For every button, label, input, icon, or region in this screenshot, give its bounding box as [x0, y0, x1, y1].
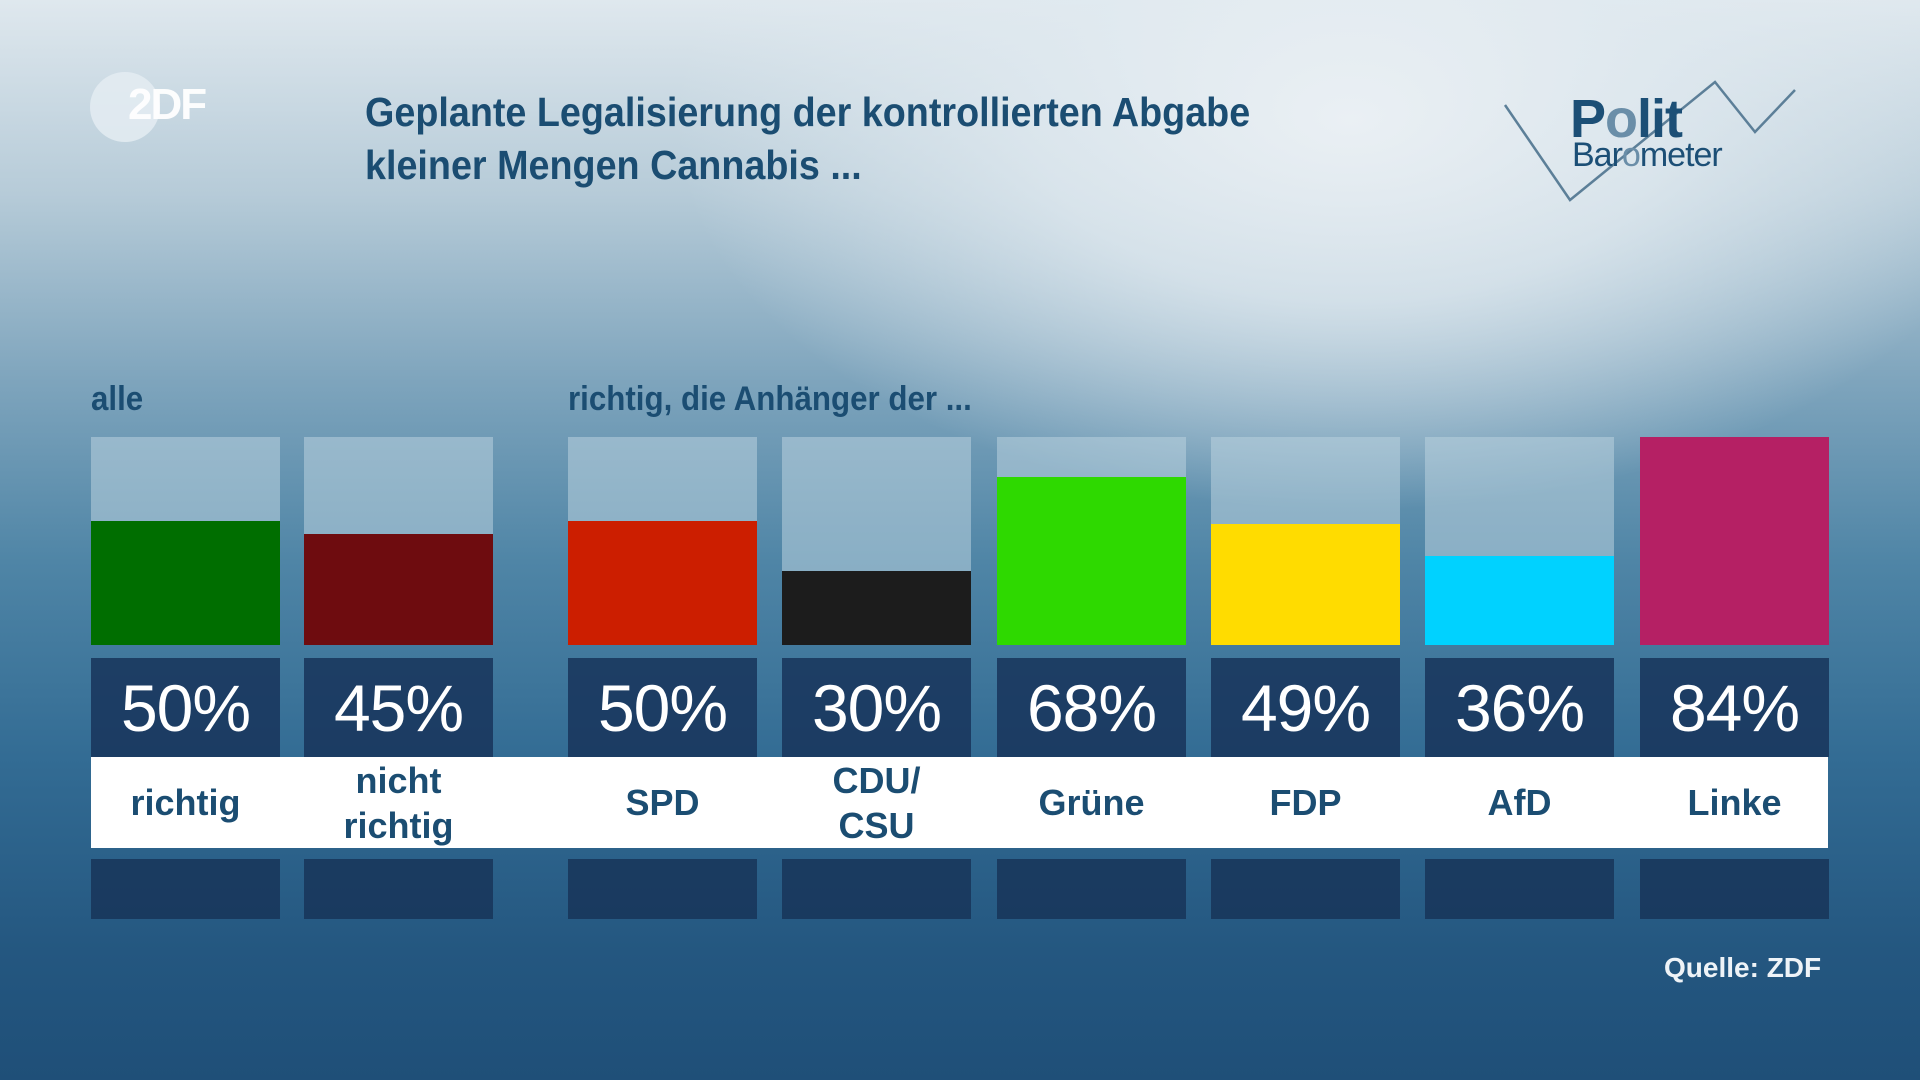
chart-title: Geplante Legalisierung der kontrollierte…	[365, 86, 1250, 192]
bar-footer-box	[91, 859, 280, 919]
category-label: nicht richtig	[304, 757, 493, 848]
bar-value-label: 45%	[304, 658, 493, 757]
category-label-line: SPD	[625, 782, 700, 823]
category-label: richtig	[91, 757, 280, 848]
bar-footer-box	[304, 859, 493, 919]
category-label-line: Linke	[1687, 782, 1782, 823]
category-label-line: nicht	[355, 759, 442, 801]
group-label-all: alle	[91, 380, 144, 418]
source-label: Quelle: ZDF	[1664, 952, 1822, 983]
zdf-logo-circle	[90, 72, 160, 142]
bar-value-label: 68%	[997, 658, 1186, 757]
barometer-word: Barometer	[1572, 136, 1723, 174]
politbarometer-logo: Polit Barometer	[1500, 70, 1810, 210]
bar-background	[1425, 437, 1614, 645]
bar-background	[1640, 437, 1829, 645]
bar	[1640, 437, 1829, 645]
bar-footer-box	[568, 859, 757, 919]
category-label-line: FDP	[1269, 782, 1342, 823]
bar	[568, 521, 757, 645]
bar-value-label: 36%	[1425, 658, 1614, 757]
bar-background	[568, 437, 757, 645]
bar-value-label: 50%	[568, 658, 757, 757]
category-label: Linke	[1640, 757, 1829, 848]
zdf-logo: 2DF	[90, 70, 230, 145]
category-label: CDU/CSU	[782, 757, 971, 848]
category-label-line: Grüne	[1038, 782, 1145, 823]
bar-footer-box	[1640, 859, 1829, 919]
category-label-band	[91, 757, 1828, 848]
bar-background	[304, 437, 493, 645]
bar-background	[91, 437, 280, 645]
bar	[91, 521, 280, 645]
bar-footer-box	[782, 859, 971, 919]
group-label-parties: richtig, die Anhänger der ...	[568, 380, 972, 418]
category-label-line: CSU	[838, 804, 915, 846]
bar-footer-box	[1425, 859, 1614, 919]
chart-title-line2: kleiner Mengen Cannabis ...	[365, 142, 862, 188]
bar	[1425, 556, 1614, 645]
category-label: FDP	[1211, 757, 1400, 848]
category-label-line: CDU/	[832, 759, 921, 801]
bar-value-label: 49%	[1211, 658, 1400, 757]
politbarometer-zigzag-icon	[1503, 80, 1796, 202]
zdf-logo-text: 2DF	[128, 80, 207, 129]
category-label-line: richtig	[130, 782, 241, 823]
category-label: Grüne	[997, 757, 1186, 848]
bar-background	[997, 437, 1186, 645]
category-label: AfD	[1425, 757, 1614, 848]
category-label-line: AfD	[1487, 782, 1552, 823]
bar	[782, 571, 971, 645]
bar-value-label: 50%	[91, 658, 280, 757]
bar-value-label: 84%	[1640, 658, 1829, 757]
bar-value-label: 30%	[782, 658, 971, 757]
polit-word: Polit	[1570, 89, 1683, 149]
bar-footer-box	[1211, 859, 1400, 919]
chart-title-line1: Geplante Legalisierung der kontrollierte…	[365, 89, 1251, 135]
category-label-line: richtig	[343, 804, 454, 846]
bar-footer-box	[997, 859, 1186, 919]
category-label: SPD	[568, 757, 757, 848]
bar	[1211, 524, 1400, 645]
bar-background	[1211, 437, 1400, 645]
bar	[304, 534, 493, 645]
bar-background	[782, 437, 971, 645]
bar	[997, 477, 1186, 645]
